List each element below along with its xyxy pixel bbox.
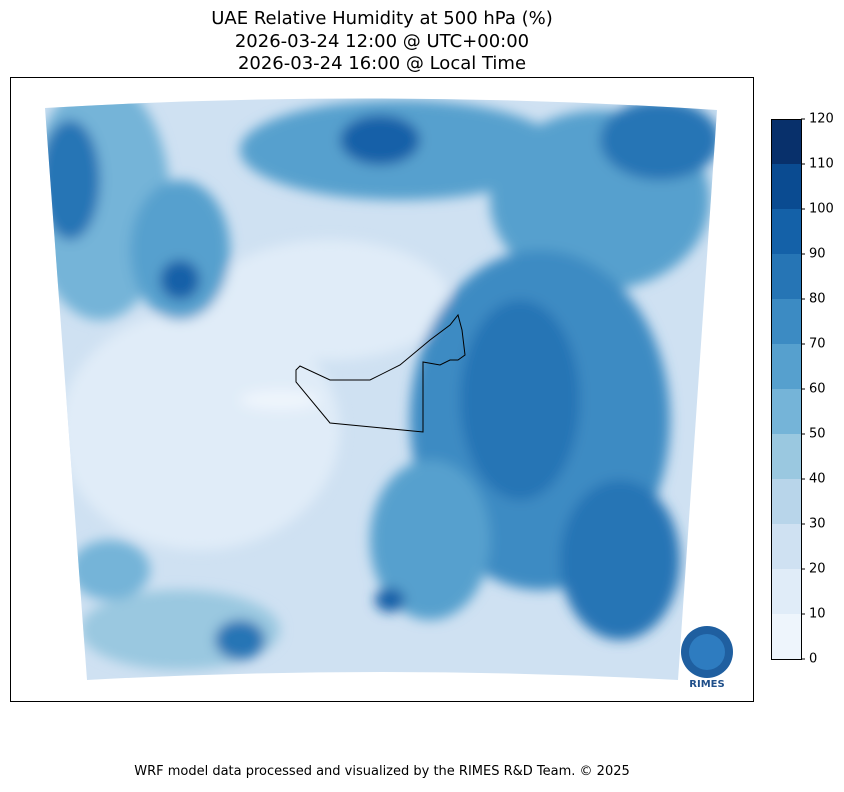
colorbar-tick-label: 30 bbox=[809, 517, 826, 532]
colorbar-tick-label: 70 bbox=[809, 337, 826, 352]
title-line: 2026-03-24 12:00 @ UTC+00:00 bbox=[235, 31, 529, 52]
colorbar-band bbox=[771, 164, 801, 209]
colorbar-band bbox=[771, 569, 801, 614]
colorbar-tick-label: 90 bbox=[809, 247, 826, 262]
colorbar-band bbox=[771, 479, 801, 524]
colorbar-band bbox=[771, 254, 801, 299]
colorbar-tick-label: 20 bbox=[809, 562, 826, 577]
colorbar-band bbox=[771, 119, 801, 164]
colorbar-tick-label: 50 bbox=[809, 427, 826, 442]
colorbar: 0 10 20 30 40 50 60 70 80 90 100 110 120 bbox=[771, 112, 834, 667]
uae-border bbox=[295, 313, 466, 433]
logo-text: RIMES bbox=[689, 679, 724, 690]
colorbar-tick-label: 40 bbox=[809, 472, 826, 487]
colorbar-tick-label: 60 bbox=[809, 382, 826, 397]
title-line: 2026-03-24 16:00 @ Local Time bbox=[238, 53, 526, 74]
colorbar-tick-label: 110 bbox=[809, 157, 834, 172]
colorbar-tick-label: 100 bbox=[809, 202, 834, 217]
colorbar-tick-label: 80 bbox=[809, 292, 826, 307]
logo: RIMES bbox=[681, 626, 733, 690]
colorbar-tick-label: 120 bbox=[809, 112, 834, 127]
colorbar-tick-label: 10 bbox=[809, 607, 826, 622]
colorbar-band bbox=[771, 344, 801, 389]
colorbar-band bbox=[771, 524, 801, 569]
footer: WRF model data processed and visualized … bbox=[134, 764, 630, 779]
colorbar-band bbox=[771, 389, 801, 434]
colorbar-tick-label: 0 bbox=[809, 652, 817, 667]
colorbar-band bbox=[771, 209, 801, 254]
humidity-field bbox=[45, 98, 717, 680]
map-frame bbox=[10, 77, 754, 702]
title-line: UAE Relative Humidity at 500 hPa (%) bbox=[211, 8, 552, 29]
colorbar-band bbox=[771, 434, 801, 479]
colorbar-band bbox=[771, 299, 801, 344]
colorbar-band bbox=[771, 614, 801, 659]
